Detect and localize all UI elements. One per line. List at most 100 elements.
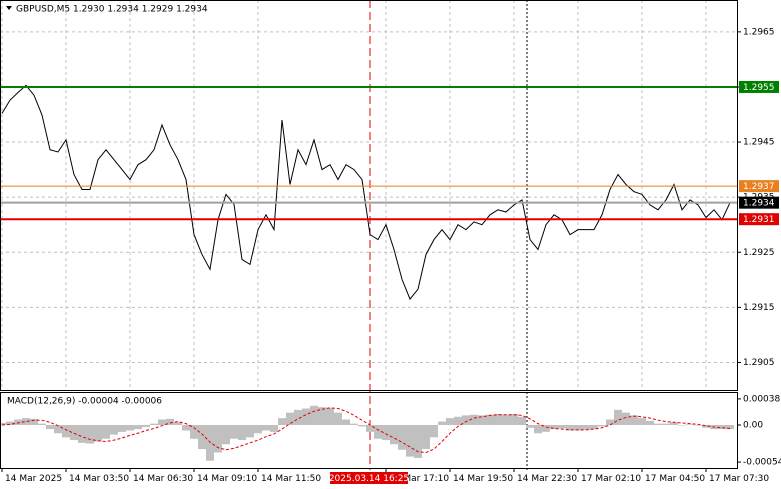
macd-bar [390, 425, 398, 445]
macd-bar [182, 425, 190, 431]
macd-bar [438, 421, 446, 426]
level-label: 1.2931 [743, 215, 775, 225]
x-tick-label: 14 Mar 22:30 [517, 474, 577, 484]
macd-bar [238, 425, 246, 441]
macd-bar [502, 414, 510, 426]
macd-bar [534, 425, 542, 434]
macd-bar [270, 425, 278, 432]
macd-bar [310, 405, 318, 426]
macd-bar [294, 409, 302, 426]
macd-title: MACD(12,26,9) -0.00004 -0.00006 [7, 397, 162, 407]
macd-bar [62, 425, 70, 438]
x-tick-label: 14 Mar 2025 [5, 474, 62, 484]
level-label: 1.2955 [743, 83, 775, 93]
macd-bar [334, 412, 342, 426]
macd-bar [358, 425, 366, 427]
y-tick-label: -0.00054 [743, 458, 781, 468]
macd-bar [198, 425, 206, 450]
macd-bar [6, 421, 14, 426]
macd-bar [134, 425, 142, 430]
macd-bar [278, 418, 286, 426]
macd-bar [574, 425, 582, 431]
macd-bar [694, 425, 702, 426]
y-tick-label: 1.2915 [743, 303, 775, 313]
cursor-label-bg [330, 472, 408, 484]
macd-bar [454, 416, 462, 426]
macd-bar [374, 425, 382, 439]
y-tick-label: 0.00038 [743, 394, 780, 404]
macd-bar [222, 425, 230, 445]
macd-bar [350, 423, 358, 426]
macd-bar [582, 425, 590, 430]
signal-line [1, 407, 731, 453]
macd-bar [662, 423, 670, 426]
macd-bar [550, 425, 558, 430]
macd-bar [254, 425, 262, 434]
macd-bar [366, 425, 374, 432]
macd-bar [638, 418, 646, 426]
macd-bar [406, 425, 414, 457]
macd-bar [46, 425, 54, 430]
macd-bar [606, 419, 614, 426]
macd-bar [142, 425, 150, 428]
level-label-bg [739, 180, 779, 193]
x-tick-label: 17 Mar 02:10 [581, 474, 641, 484]
price-line [1, 84, 731, 301]
macd-bar [630, 415, 638, 426]
macd-bar [558, 425, 566, 429]
level-label-bg [739, 213, 779, 226]
macd-bar [342, 419, 350, 426]
macd-bar [86, 425, 94, 444]
level-label: 1.2934 [743, 199, 775, 209]
macd-bar [70, 425, 78, 441]
macd-bar [0, 422, 6, 426]
macd-bar [214, 425, 222, 453]
x-tick-label: 14 Mar 09:10 [197, 474, 257, 484]
macd-bar [614, 409, 622, 426]
macd-bar [14, 419, 22, 426]
cursor-label: 2025.03.14 16:25 [329, 474, 409, 484]
macd-bar [110, 425, 118, 435]
macd-bar [646, 420, 654, 426]
macd-bar [478, 415, 486, 426]
macd-bar [494, 414, 502, 426]
macd-bar [398, 425, 406, 450]
macd-bar [526, 425, 534, 428]
level-label-bg [739, 80, 779, 93]
x-tick-label: 14 Mar 11:50 [261, 474, 321, 484]
macd-bar [174, 422, 182, 426]
marks-layer [0, 84, 737, 461]
y-tick-label: 1.2945 [743, 138, 775, 148]
macd-bar [446, 418, 454, 426]
macd-bar [22, 418, 30, 426]
labels-layer: 1.29651.29551.29451.29351.29251.29151.29… [1, 27, 781, 484]
macd-bar [190, 425, 198, 439]
macd-bar [654, 423, 662, 426]
macd-bar [302, 408, 310, 426]
x-tick-label: 14 Mar 19:50 [453, 474, 513, 484]
macd-bar [518, 416, 526, 426]
x-tick-label: 17 Mar 04:50 [645, 474, 705, 484]
macd-bar [462, 415, 470, 426]
macd-bar [726, 425, 734, 430]
macd-bar [150, 423, 158, 426]
macd-panel [0, 392, 738, 469]
macd-bar [206, 425, 214, 461]
macd-bar [246, 425, 254, 438]
y-tick-label: 1.2925 [743, 248, 775, 258]
macd-bar [542, 425, 550, 432]
macd-bar [78, 425, 86, 443]
macd-bar [166, 418, 174, 426]
macd-bar [414, 425, 422, 458]
macd-bar [702, 425, 710, 428]
y-tick-label: 0.00 [743, 421, 763, 431]
macd-bar [118, 425, 126, 432]
level-label: 1.2937 [743, 182, 775, 192]
level-label-bg [739, 196, 779, 209]
x-tick-label: 17 Mar 07:30 [709, 474, 769, 484]
y-tick-label: 1.2965 [743, 27, 775, 37]
macd-bar [382, 425, 390, 441]
macd-bar [422, 425, 430, 450]
macd-bar [126, 425, 134, 431]
